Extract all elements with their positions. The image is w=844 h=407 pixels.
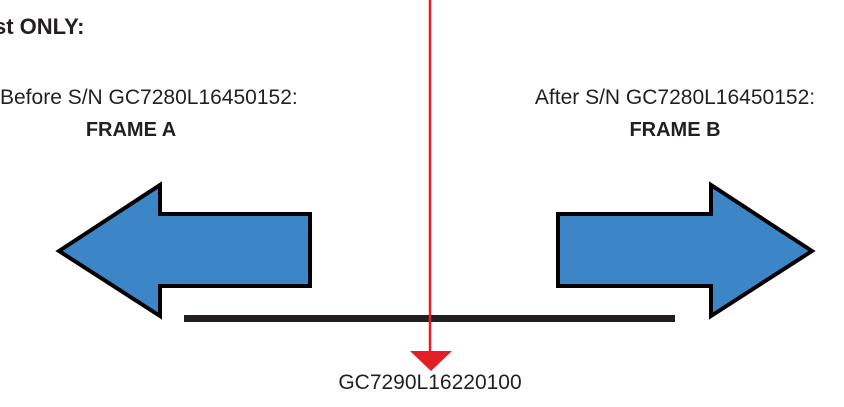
before-serial-text: Before S/N GC7280L16450152:	[0, 86, 298, 109]
after-label: After S/N GC7280L16450152: FRAME B	[506, 82, 844, 146]
divider-arrowhead-icon	[410, 351, 452, 371]
right-arrow-icon	[556, 181, 816, 320]
frame-b-label: FRAME B	[629, 119, 721, 141]
left-arrow-icon	[55, 181, 312, 320]
before-label: Before S/N GC7280L16450152: FRAME A	[0, 82, 298, 146]
divider-serial-label: GC7290L16220100	[338, 371, 522, 394]
frame-a-label: FRAME A	[85, 119, 177, 141]
after-serial-text: After S/N GC7280L16450152:	[534, 86, 816, 109]
header-text: st ONLY:	[0, 14, 85, 39]
